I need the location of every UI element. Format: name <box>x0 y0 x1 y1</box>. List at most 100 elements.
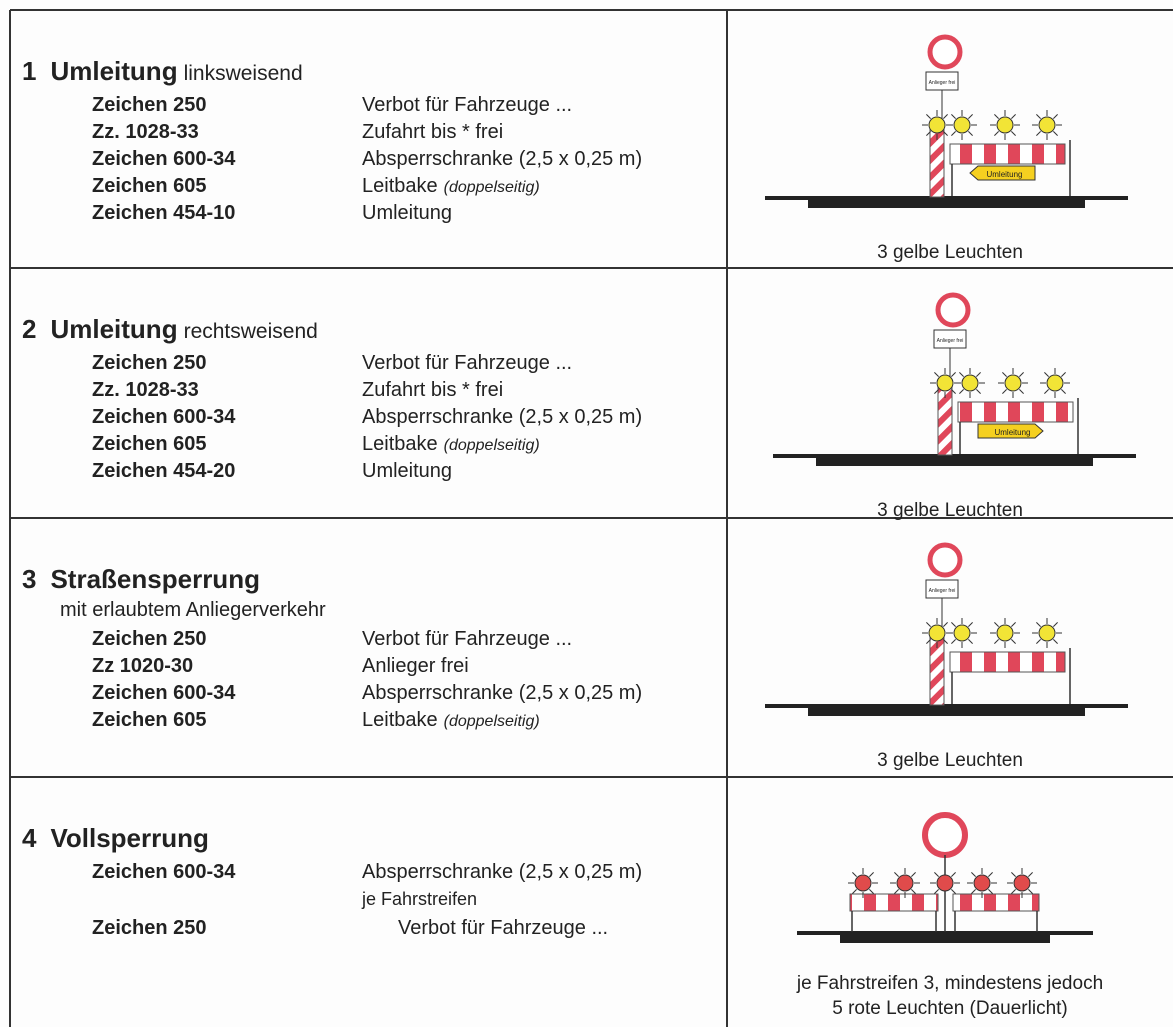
row-heading: 1 Umleitung linksweisend <box>22 56 303 86</box>
light-ray <box>968 622 973 627</box>
sign-description: Verbot für Fahrzeuge ... <box>398 917 608 939</box>
prohibition-sign <box>935 292 971 328</box>
road <box>808 704 1085 716</box>
light-ray <box>852 872 857 877</box>
description: Absperrschranke (2,5 x 0,25 m) <box>362 148 642 170</box>
sign-code: Zeichen 605 <box>92 709 207 731</box>
light-ray <box>852 889 857 894</box>
barrier <box>957 401 1074 423</box>
warning-light <box>953 116 971 134</box>
caption: je Fahrstreifen 3, mindestens jedoch <box>796 973 1103 994</box>
light-ray <box>934 372 939 377</box>
sign-description: Absperrschranke (2,5 x 0,25 m) <box>362 682 642 704</box>
description: Verbot für Fahrzeuge ... <box>362 94 572 116</box>
barrier <box>849 893 939 912</box>
table-lines <box>9 9 1173 1027</box>
description: Verbot für Fahrzeuge ... <box>362 352 572 374</box>
sign-description-line2: je Fahrstreifen <box>361 889 477 909</box>
light-ray <box>934 872 939 877</box>
caption: 5 rote Leuchten (Dauerlicht) <box>832 998 1068 1019</box>
light-ray <box>959 389 964 394</box>
sign-code: Zeichen 605 <box>92 433 207 455</box>
warning-light <box>854 874 872 892</box>
sign-description: Absperrschranke (2,5 x 0,25 m) <box>362 406 642 428</box>
sign-description: Leitbake (doppelseitig) <box>362 175 540 197</box>
light-ray <box>1002 389 1007 394</box>
light-ray <box>1044 389 1049 394</box>
description: Leitbake <box>362 175 438 197</box>
light-ray <box>894 889 899 894</box>
light-ray <box>911 872 916 877</box>
sign-code: Zeichen 454-10 <box>92 202 235 224</box>
sign-description: Anlieger frei <box>362 655 469 677</box>
light-ray <box>934 389 939 394</box>
light-ray <box>1011 131 1016 136</box>
sign-description: Verbot für Fahrzeuge ... <box>362 94 572 116</box>
caption: 3 gelbe Leuchten <box>877 500 1023 521</box>
caption: 3 gelbe Leuchten <box>877 750 1023 771</box>
row-title-suffix: linksweisend <box>184 62 303 85</box>
light-ray <box>1053 131 1058 136</box>
row-subtitle: mit erlaubtem Anliegerverkehr <box>60 599 326 621</box>
light-ray <box>1053 114 1058 119</box>
description: Verbot für Fahrzeuge ... <box>398 917 608 939</box>
light-ray <box>971 889 976 894</box>
illustration <box>797 812 1093 943</box>
row-title-suffix: rechtsweisend <box>184 320 318 343</box>
warning-light <box>928 624 946 642</box>
sign-code: Zeichen 250 <box>92 917 207 939</box>
prohibition-sign <box>922 812 968 858</box>
row-number: 3 <box>22 564 36 594</box>
sign-description: Verbot für Fahrzeuge ... <box>362 628 572 650</box>
prohibition-sign <box>927 34 963 70</box>
sign-code: Zeichen 250 <box>92 94 207 116</box>
light-ray <box>968 639 973 644</box>
road <box>808 196 1085 208</box>
description: Zufahrt bis * frei <box>362 121 503 143</box>
sign-description: Zufahrt bis * frei <box>362 379 503 401</box>
sign-plate-label: Anlieger frei <box>929 80 956 86</box>
row-number: 2 <box>22 314 36 344</box>
road <box>816 454 1093 466</box>
light-ray <box>1036 131 1041 136</box>
row-title: Umleitung <box>50 56 177 86</box>
light-ray <box>926 639 931 644</box>
light-ray <box>943 131 948 136</box>
row-heading: 4 Vollsperrung <box>22 823 209 853</box>
warning-light <box>1038 116 1056 134</box>
sign-plate-label: Anlieger frei <box>937 338 964 344</box>
sign-code: Zeichen 250 <box>92 352 207 374</box>
sign-description: Absperrschranke (2,5 x 0,25 m) <box>362 148 642 170</box>
light-ray <box>951 372 956 377</box>
light-ray <box>943 622 948 627</box>
description: Umleitung <box>362 202 452 224</box>
description: Verbot für Fahrzeuge ... <box>362 628 572 650</box>
umleitung-arrow-label: Umleitung <box>994 428 1030 437</box>
sign-description: Absperrschranke (2,5 x 0,25 m) <box>362 861 642 883</box>
warning-light <box>953 624 971 642</box>
sign-description: Umleitung <box>362 202 452 224</box>
warning-light <box>928 116 946 134</box>
sign-code: Zeichen 600-34 <box>92 682 236 704</box>
light-ray <box>1061 389 1066 394</box>
description: Absperrschranke (2,5 x 0,25 m) <box>362 861 642 883</box>
sign-code: Zeichen 454-20 <box>92 460 235 482</box>
warning-light <box>996 116 1014 134</box>
warning-light <box>936 874 954 892</box>
warning-light <box>996 624 1014 642</box>
light-ray <box>894 872 899 877</box>
light-ray <box>994 639 999 644</box>
light-ray <box>1028 872 1033 877</box>
light-ray <box>1053 622 1058 627</box>
light-ray <box>994 114 999 119</box>
sign-code: Zeichen 600-34 <box>92 861 236 883</box>
light-ray <box>988 872 993 877</box>
light-ray <box>968 131 973 136</box>
light-ray <box>926 131 931 136</box>
light-ray <box>943 639 948 644</box>
light-ray <box>959 372 964 377</box>
light-ray <box>869 889 874 894</box>
illustration: Anlieger frei Umleitung <box>765 34 1128 208</box>
